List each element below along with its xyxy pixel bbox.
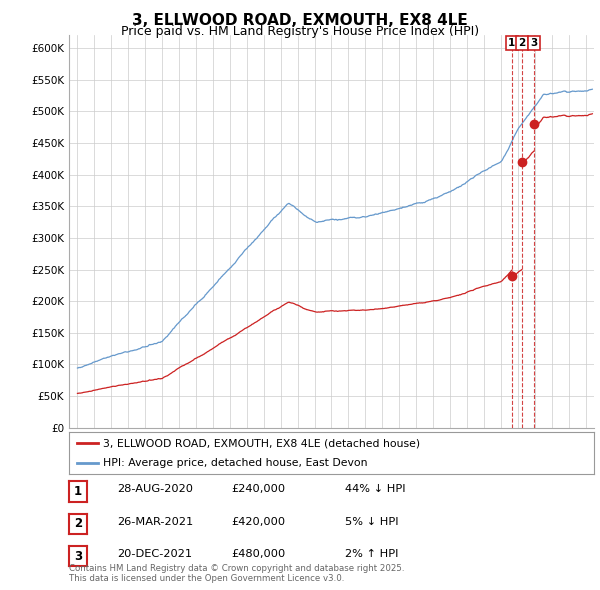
Text: 1: 1 (508, 38, 515, 48)
Text: 28-AUG-2020: 28-AUG-2020 (117, 484, 193, 494)
Text: 1: 1 (74, 485, 82, 498)
Text: 20-DEC-2021: 20-DEC-2021 (117, 549, 192, 559)
Text: 26-MAR-2021: 26-MAR-2021 (117, 517, 193, 526)
Text: Price paid vs. HM Land Registry's House Price Index (HPI): Price paid vs. HM Land Registry's House … (121, 25, 479, 38)
Text: £480,000: £480,000 (231, 549, 285, 559)
Text: 3: 3 (74, 550, 82, 563)
Text: 5% ↓ HPI: 5% ↓ HPI (345, 517, 398, 526)
Text: 3, ELLWOOD ROAD, EXMOUTH, EX8 4LE: 3, ELLWOOD ROAD, EXMOUTH, EX8 4LE (132, 13, 468, 28)
Text: 44% ↓ HPI: 44% ↓ HPI (345, 484, 406, 494)
Text: Contains HM Land Registry data © Crown copyright and database right 2025.
This d: Contains HM Land Registry data © Crown c… (69, 563, 404, 583)
Text: 3: 3 (530, 38, 538, 48)
Text: 2% ↑ HPI: 2% ↑ HPI (345, 549, 398, 559)
Text: HPI: Average price, detached house, East Devon: HPI: Average price, detached house, East… (103, 458, 368, 468)
Text: 2: 2 (518, 38, 526, 48)
Text: £240,000: £240,000 (231, 484, 285, 494)
Text: £420,000: £420,000 (231, 517, 285, 526)
Text: 3, ELLWOOD ROAD, EXMOUTH, EX8 4LE (detached house): 3, ELLWOOD ROAD, EXMOUTH, EX8 4LE (detac… (103, 438, 420, 448)
Text: 2: 2 (74, 517, 82, 530)
